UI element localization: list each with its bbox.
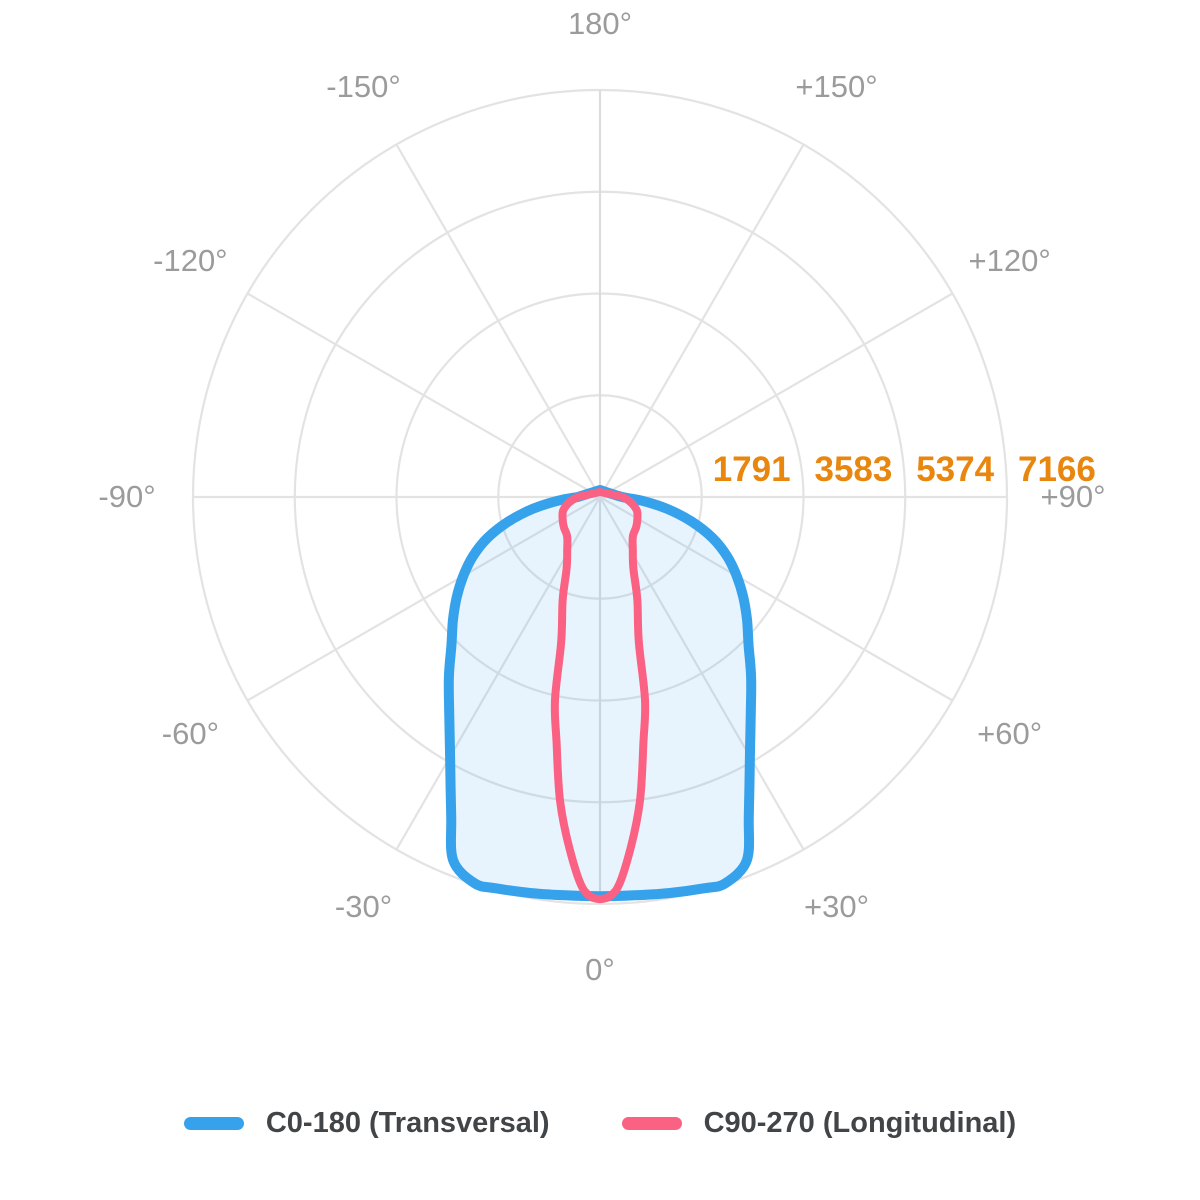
grid-spoke-60 [599, 496, 954, 702]
series-curves [443, 485, 757, 904]
legend-label-c0-180: C0-180 (Transversal) [265, 1106, 550, 1139]
legend-swatch-c90-270 [621, 1116, 682, 1130]
legend-label-c90-270: C90-270 (Longitudinal) [703, 1106, 1017, 1139]
series-curve-c0-180 [443, 485, 757, 902]
grid-spoke-120 [599, 292, 954, 498]
chart-legend: C0-180 (Transversal) C90-270 (Longitudin… [0, 1098, 1200, 1148]
grid-spoke-300 [246, 496, 601, 702]
legend-swatch-c0-180 [183, 1116, 244, 1130]
grid-spoke-210 [395, 143, 601, 498]
polar-chart [191, 88, 1009, 906]
legend-item-c90-270[interactable]: C90-270 (Longitudinal) [621, 1106, 1017, 1140]
grid-spoke-240 [246, 292, 601, 498]
grid-spoke-150 [599, 143, 805, 498]
legend-item-c0-180[interactable]: C0-180 (Transversal) [183, 1106, 550, 1140]
series-curve-c90-270 [550, 488, 650, 904]
